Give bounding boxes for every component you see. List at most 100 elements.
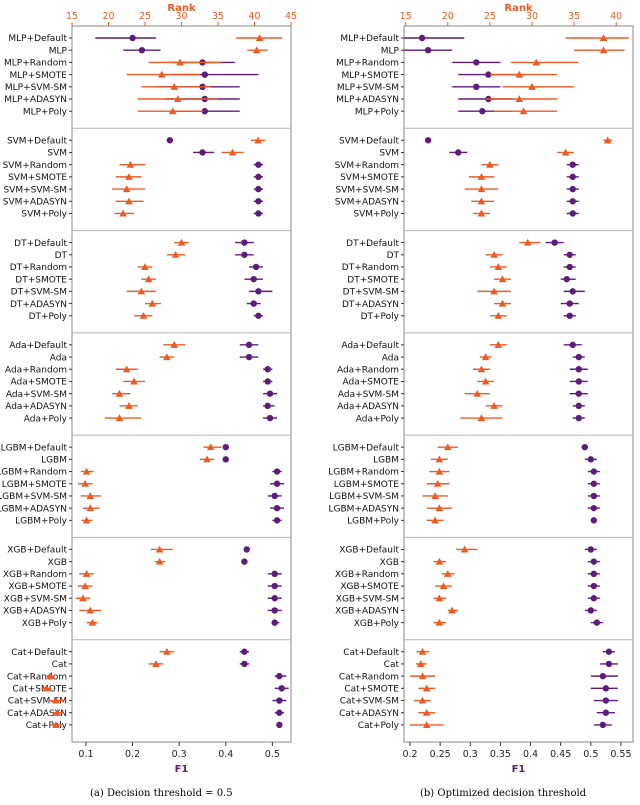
panel-b-f1-point [587,607,595,614]
panel-b-row-label: LGBM+Poly [347,517,400,527]
panel-b-row-label: MLP+ADASYN [336,95,399,105]
panel-b-rank-point [477,197,486,205]
panel-b-rank-point [477,365,486,373]
panel-b-rank-point [435,618,444,626]
panel-a-f1-point [271,595,278,602]
panel-a-row-label: Cat+ADASYN [7,709,67,719]
panel-a-row-label: DT+SMOTE [15,275,67,285]
panel-b-rank-point [494,341,503,348]
panel-a-rank-point [42,684,51,692]
panel-b-f1-point [566,251,573,258]
panel-b-row-label: DT+SVM-SM [343,288,399,298]
panel-a-row-label: SVM+Random [3,161,67,171]
panel-b-f1-point [575,378,582,385]
panel-a-rank-point [170,341,178,348]
panel-a-row-label: LGBM+Poly [15,517,68,527]
panel-a-f1-point [266,414,274,422]
panel-a-row-label: SVM+Default [7,136,68,146]
panel-b-f1-axis-label: F1 [512,764,526,775]
panel-a-row-label: XGB [48,558,67,568]
panel-b-rank-axis-label: Rank [504,3,533,14]
panel-b-f1-point [551,239,558,246]
panel-a-f1-point [276,697,283,704]
panel-b-rank-point [490,402,498,409]
panel-a-f1-point [271,619,278,626]
panel-b-f1-point [575,414,582,422]
panel-a-rank-axis-label: Rank [167,3,196,14]
panel-b-f1-point [569,210,576,217]
panel-b-row-label: Ada+Default [341,341,399,351]
panel-a-rank-point [82,467,91,475]
panel-b-f1-point [590,570,598,578]
panel-b-rank-point [435,467,444,475]
panel-b-rank-point [490,250,498,258]
panel-b-rank-tick-label: 35 [568,11,580,22]
panel-b-f1-point [569,288,576,295]
panel-b-f1-point [563,275,570,283]
panel-a-row-label: XGB+Default [7,546,67,556]
panel-b-rank-point [418,696,427,704]
panel-a-row-label: LGBM+SVM-SM [0,492,67,502]
panel-b-rank-tick-label: 40 [610,11,622,22]
panel-b-rank-point [477,173,486,180]
panel-a-rank-point [52,721,60,728]
panel-b-f1-point [569,161,576,168]
panel-a-row-label: DT+ADASYN [10,300,67,310]
panel-b-f1-point [605,660,613,668]
panel-b-row-label: DT+Poly [361,312,400,322]
panel-b-f1-point [590,468,598,475]
panel-a-row-label: LGBM+SMOTE [2,480,68,490]
panel-a-row-label: Cat+Poly [26,721,68,731]
panel-a-f1-point [241,239,248,246]
panel-a-rank-point [86,504,95,512]
panel-b-row-label: SVM+Random [335,161,399,171]
panel-b-rank-point [435,455,444,463]
panel-b-rank-point [443,443,452,451]
panel-b-f1-point [479,108,486,115]
panel-b-f1-point [605,648,613,655]
panel-a-f1-point [255,288,262,295]
panel-b-row-label: Cat+Poly [358,721,400,731]
panel-b-f1-tick-label: 0.2 [402,749,417,760]
panel-a-f1-point [222,456,229,463]
panel-a-row-label: Ada+ADASYN [5,402,67,412]
panel-b-f1-point [590,517,598,524]
panel-b-row-label: LGBM+Default [333,443,400,453]
panel-b-f1-point [602,685,610,692]
panel-b-row-label: XGB+ADASYN [335,607,399,617]
panel-b-f1-point [473,59,480,66]
panel-a-f1-point [252,263,260,271]
panel-b-row-label: Cat [384,660,400,670]
panel-b-row-label: Ada+SVM-SM [338,390,399,400]
panel-a-f1-point [199,149,206,156]
panel-b-row-label: MLP+SMOTE [342,71,400,81]
caption-a: (a) Decision threshold = 0.5 [90,788,233,799]
panel-b-f1-point [575,366,582,373]
panel-a-row-label: Cat+SVM-SM [8,697,67,707]
panel-b-f1-point [599,672,607,680]
panel-a-rank-point [177,238,186,246]
panel-a-f1-tick-label: 0.1 [78,749,93,760]
panel-a-f1-point [201,71,208,78]
panel-a-row-label: MLP+Poly [23,107,68,117]
panel-a-row-label: Cat+Random [7,672,67,682]
panel-a-f1-point [241,648,248,655]
panel-a-rank-point [254,136,262,144]
panel-a-row-label: Ada+SVM-SM [6,390,67,400]
panel-b-f1-point [587,456,595,463]
panel-b-f1-point [590,504,598,512]
panel-b-row-label: LGBM+Random [328,468,399,478]
panel-a-rank-point [86,492,95,499]
panel-a-row-label: Ada+Random [5,365,67,375]
panel-b-rank-point [422,721,431,728]
panel-a-rank-point [163,647,171,655]
panel-a-f1-point [255,210,262,217]
panel-b-rank-tick-label: 25 [484,11,496,22]
panel-a-f1-point [201,108,208,115]
panel-b-f1-point [473,83,480,91]
panel-a-rank-point [174,95,182,103]
panel-b-rank-point [473,389,482,397]
panel-a-f1-point [276,721,283,729]
panel-a-rank-point [86,606,95,614]
panel-a-rank-point [79,594,87,602]
